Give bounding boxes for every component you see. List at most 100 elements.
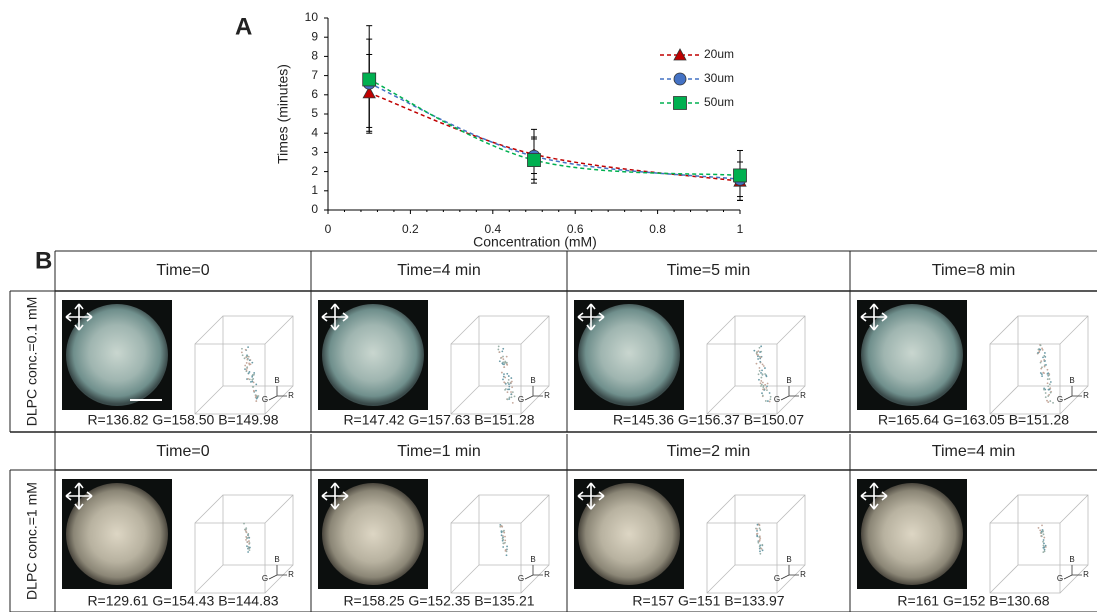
x-tick-label: 0.2 [402, 222, 419, 236]
cube-point [1052, 401, 1054, 404]
cube-point [759, 537, 762, 540]
legend-label: 50um [704, 95, 734, 109]
cube-point [504, 539, 507, 542]
cube-point [503, 529, 505, 532]
cube-point [1047, 385, 1050, 388]
cube-point [758, 378, 760, 381]
cube-point [765, 386, 768, 389]
cube-point [762, 388, 764, 391]
time-header: Time=5 min [667, 262, 750, 279]
cube-point [1044, 544, 1047, 547]
cube-point [246, 366, 249, 369]
cube-point [506, 545, 508, 548]
cube-point [1042, 540, 1044, 543]
x-tick-label: 0.4 [484, 222, 501, 236]
cube-point [248, 540, 250, 542]
cube-point [498, 360, 501, 363]
cube-point [759, 351, 762, 353]
cube-axis-label: B [274, 376, 279, 385]
cube-axis-label: G [1057, 395, 1063, 404]
cube-axis-label: B [1069, 555, 1074, 564]
cube-point [1039, 361, 1042, 364]
cube-axes [524, 565, 543, 580]
cube-axis-label: B [530, 376, 535, 385]
legend-marker [673, 48, 687, 61]
cube-point [1048, 374, 1050, 377]
cube-point [1039, 372, 1042, 374]
cube-point [766, 389, 768, 392]
cube-point [244, 348, 247, 351]
cube-point [1040, 367, 1043, 370]
legend-label: 20um [704, 47, 734, 61]
cube-point [1048, 393, 1051, 396]
cube-point [503, 373, 505, 375]
droplet [322, 304, 424, 406]
rgb-cube [706, 315, 806, 415]
cube-point [758, 367, 761, 369]
cube-point [766, 385, 768, 388]
cube-point [761, 381, 764, 384]
y-tick-label: 3 [311, 145, 318, 159]
cube-point [761, 543, 764, 546]
marker [362, 72, 377, 87]
cube-point [245, 362, 248, 364]
cube-point [759, 552, 762, 555]
cube-point [247, 378, 249, 380]
cube-point [1046, 382, 1049, 385]
cube-axis-label: R [1083, 391, 1089, 400]
cube-point [503, 363, 505, 366]
cube-point [1042, 371, 1045, 374]
cube-point [1037, 527, 1040, 529]
legend-marker [673, 96, 687, 110]
cube-point [505, 355, 508, 358]
cube-axes [268, 386, 287, 401]
rgb-cube [706, 494, 806, 594]
cube-axis-label: G [774, 395, 780, 404]
legend-label: 30um [704, 71, 734, 85]
cube-point [504, 550, 507, 552]
cube-point [760, 345, 763, 348]
cube-axes [268, 565, 287, 580]
cube-point [758, 524, 761, 527]
cube-point [758, 370, 761, 372]
cube-point [502, 542, 505, 545]
cube-point [244, 368, 246, 371]
y-tick-label: 1 [311, 183, 318, 197]
rgb-values: R=136.82 G=158.50 B=149.98 [87, 412, 278, 428]
marker [527, 153, 541, 167]
cube-axis-label: B [530, 555, 535, 564]
cube-point [761, 369, 763, 372]
cube-point [245, 539, 247, 541]
rgb-cube [989, 494, 1089, 594]
cube-point [503, 361, 506, 364]
y-tick-label: 2 [311, 164, 318, 178]
cube-point [498, 351, 501, 353]
cube-point [501, 362, 504, 365]
cube-axis-label: R [288, 570, 294, 579]
cube-point [245, 531, 248, 534]
cube-point [500, 530, 503, 533]
cube-point [758, 346, 761, 349]
rgb-values: R=145.36 G=156.37 B=150.07 [613, 412, 804, 428]
cube-point [252, 381, 255, 384]
y-tick-label: 6 [311, 87, 318, 101]
cube-point [1040, 373, 1043, 376]
cube-axes [1063, 565, 1082, 580]
cube-point [757, 541, 760, 544]
rgb-values: R=158.25 G=152.35 B=135.21 [343, 593, 534, 609]
x-tick-label: 0.6 [567, 222, 584, 236]
rgb-cube [989, 315, 1089, 415]
cube-point [760, 380, 763, 382]
cube-point [255, 389, 257, 392]
rgb-cube [194, 494, 294, 594]
cube-point [758, 545, 761, 548]
cube-point [510, 396, 513, 399]
cube-point [506, 381, 509, 384]
cube-point [241, 354, 244, 357]
y-tick-label: 5 [311, 106, 318, 120]
time-header: Time=1 min [397, 443, 480, 460]
series-line [368, 78, 741, 177]
cube-point [1043, 542, 1045, 545]
row-label: DLPC conc.=0.1 mM [24, 297, 40, 427]
y-tick-label: 0 [311, 202, 318, 216]
